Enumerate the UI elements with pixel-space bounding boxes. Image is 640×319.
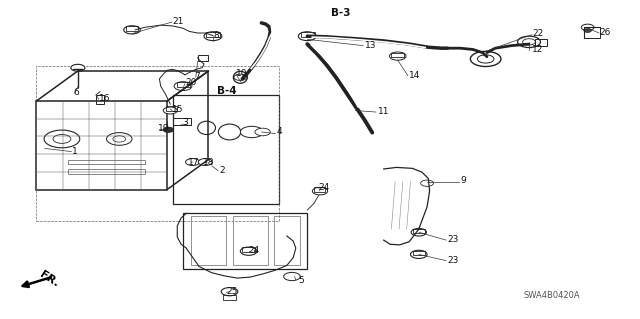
Circle shape: [221, 287, 238, 296]
Text: B-4: B-4: [217, 86, 236, 96]
Bar: [183, 213, 307, 269]
Bar: [68, 169, 145, 174]
Text: 24: 24: [319, 183, 330, 192]
Circle shape: [106, 133, 132, 145]
Circle shape: [523, 39, 536, 45]
Circle shape: [113, 136, 125, 142]
Circle shape: [411, 228, 426, 236]
Text: 13: 13: [365, 41, 376, 49]
Bar: [536, 39, 547, 46]
Text: 14: 14: [409, 70, 420, 79]
Bar: [584, 27, 600, 38]
Bar: [173, 95, 278, 204]
Bar: [177, 82, 190, 87]
Circle shape: [44, 130, 80, 148]
Text: 1: 1: [72, 147, 77, 156]
Circle shape: [241, 126, 263, 138]
Text: 23: 23: [447, 256, 459, 264]
Bar: [36, 66, 278, 221]
Circle shape: [518, 36, 540, 48]
Circle shape: [234, 74, 246, 80]
Circle shape: [312, 187, 328, 195]
Text: SWA4B0420A: SWA4B0420A: [524, 291, 580, 300]
Text: 26: 26: [599, 28, 611, 37]
Text: 20: 20: [185, 78, 196, 87]
Bar: [274, 216, 300, 265]
Bar: [392, 53, 404, 57]
Bar: [96, 95, 104, 105]
Circle shape: [124, 26, 140, 34]
Circle shape: [163, 107, 177, 114]
Circle shape: [581, 24, 594, 31]
Text: 15: 15: [172, 105, 184, 114]
Ellipse shape: [234, 71, 247, 83]
Circle shape: [71, 64, 85, 71]
Ellipse shape: [198, 121, 216, 135]
Circle shape: [584, 29, 591, 33]
Text: 18: 18: [203, 158, 214, 167]
Text: 21: 21: [172, 17, 184, 26]
Circle shape: [255, 128, 270, 136]
Bar: [233, 216, 268, 265]
Text: 7: 7: [195, 72, 200, 81]
Bar: [68, 160, 145, 164]
Text: 4: 4: [276, 127, 282, 136]
Circle shape: [420, 180, 433, 186]
Circle shape: [241, 247, 257, 255]
Text: FR.: FR.: [38, 269, 61, 289]
Bar: [314, 187, 325, 192]
Text: 6: 6: [74, 88, 79, 97]
Text: 24: 24: [248, 246, 260, 255]
Text: 11: 11: [378, 107, 390, 116]
Bar: [223, 295, 236, 300]
Bar: [125, 26, 138, 31]
Text: 3: 3: [182, 118, 188, 127]
Circle shape: [390, 52, 406, 60]
Circle shape: [204, 32, 222, 41]
Circle shape: [298, 32, 316, 41]
Text: 5: 5: [298, 276, 304, 285]
Text: 22: 22: [532, 29, 543, 39]
Circle shape: [186, 159, 200, 166]
Circle shape: [163, 127, 173, 132]
Bar: [301, 33, 315, 37]
Bar: [206, 32, 220, 37]
Circle shape: [198, 159, 212, 166]
Bar: [166, 106, 177, 111]
Circle shape: [477, 55, 494, 63]
Bar: [173, 118, 191, 125]
Text: 23: 23: [447, 235, 459, 244]
Circle shape: [284, 272, 300, 281]
Text: B-3: B-3: [332, 8, 351, 19]
Ellipse shape: [218, 124, 241, 140]
Circle shape: [174, 82, 192, 91]
Bar: [198, 55, 208, 62]
Bar: [243, 248, 255, 252]
Bar: [413, 229, 424, 233]
Text: 9: 9: [460, 176, 466, 185]
Circle shape: [53, 135, 71, 143]
Circle shape: [410, 250, 427, 258]
Text: 19: 19: [157, 124, 169, 133]
Bar: [413, 251, 424, 255]
Circle shape: [470, 51, 501, 67]
Text: 17: 17: [188, 158, 200, 167]
Bar: [191, 216, 227, 265]
Bar: [36, 101, 167, 189]
Text: 12: 12: [532, 45, 543, 54]
Text: 8: 8: [214, 31, 220, 40]
Text: 25: 25: [227, 287, 237, 296]
Text: 10: 10: [236, 69, 248, 78]
Text: 2: 2: [220, 166, 225, 175]
Text: 16: 16: [99, 94, 110, 103]
